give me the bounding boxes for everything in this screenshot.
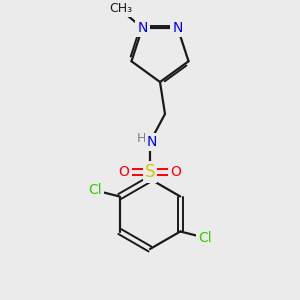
Text: H: H [136, 133, 146, 146]
Text: N: N [172, 21, 183, 35]
Text: N: N [147, 135, 157, 149]
Text: CH₃: CH₃ [109, 2, 132, 15]
Text: N: N [137, 21, 148, 35]
Text: O: O [118, 165, 129, 179]
Text: Cl: Cl [199, 230, 212, 244]
Text: Cl: Cl [88, 184, 101, 197]
Text: S: S [145, 163, 155, 181]
Text: O: O [171, 165, 182, 179]
